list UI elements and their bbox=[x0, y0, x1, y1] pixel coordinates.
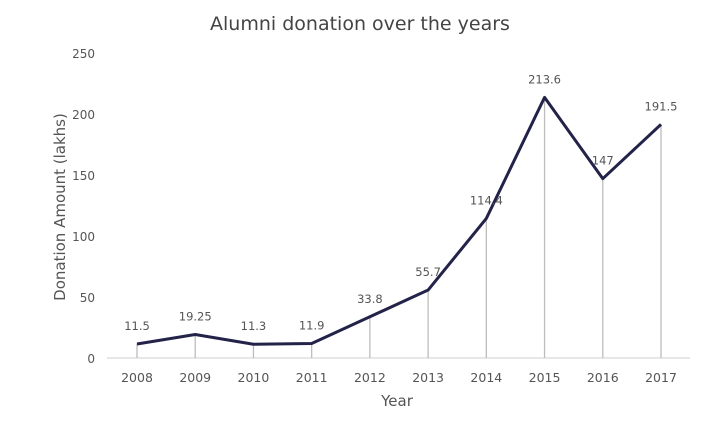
x-tick-label: 2013 bbox=[412, 370, 444, 385]
x-axis-label: Year bbox=[380, 392, 414, 410]
y-tick-label: 50 bbox=[80, 291, 95, 305]
y-axis-label: Donation Amount (lakhs) bbox=[51, 113, 69, 301]
x-tick-label: 2017 bbox=[645, 370, 677, 385]
x-tick-label: 2012 bbox=[354, 370, 386, 385]
x-tick-label: 2008 bbox=[121, 370, 153, 385]
y-tick-label: 0 bbox=[87, 352, 95, 366]
data-label: 191.5 bbox=[645, 99, 678, 113]
x-tick-label: 2010 bbox=[238, 370, 270, 385]
x-tick-label: 2016 bbox=[587, 370, 619, 385]
data-label: 213.6 bbox=[528, 72, 561, 86]
data-label: 147 bbox=[592, 154, 614, 168]
y-tick-label: 100 bbox=[72, 230, 95, 244]
y-tick-label: 200 bbox=[72, 108, 95, 122]
x-tick-label: 2014 bbox=[470, 370, 502, 385]
data-label: 114.4 bbox=[470, 193, 503, 207]
y-tick-label: 150 bbox=[72, 169, 95, 183]
chart-title: Alumni donation over the years bbox=[210, 13, 510, 35]
x-tick-label: 2009 bbox=[179, 370, 211, 385]
x-tick-label: 2011 bbox=[296, 370, 328, 385]
data-label: 11.3 bbox=[241, 319, 267, 333]
data-label: 11.9 bbox=[299, 318, 325, 332]
data-label: 33.8 bbox=[357, 292, 383, 306]
series-line bbox=[136, 95, 663, 346]
x-tick-label: 2015 bbox=[529, 370, 561, 385]
data-label: 55.7 bbox=[415, 265, 441, 279]
data-label: 11.5 bbox=[124, 319, 150, 333]
data-label: 19.25 bbox=[179, 310, 212, 324]
y-tick-label: 250 bbox=[72, 47, 95, 61]
